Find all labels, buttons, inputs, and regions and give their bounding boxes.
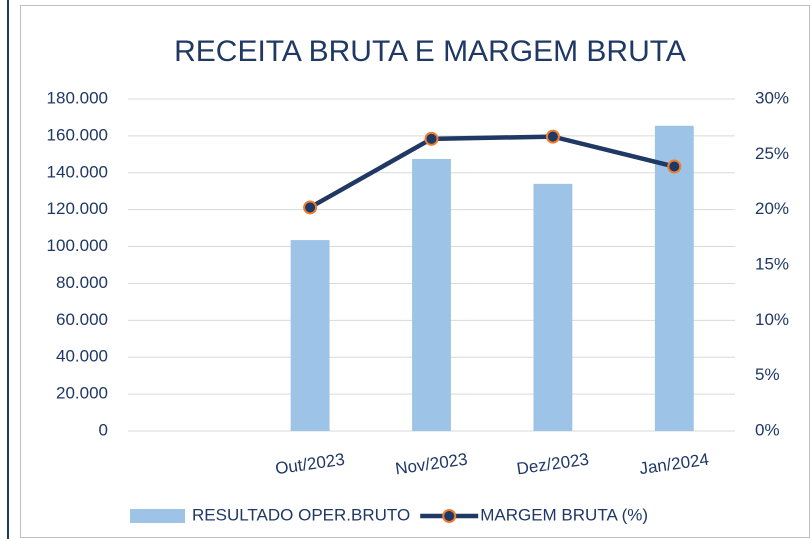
legend-label: RESULTADO OPER.BRUTO <box>192 505 410 524</box>
y-tick-label: 40.000 <box>56 347 108 366</box>
y2-tick-label: 15% <box>755 254 789 273</box>
bar <box>290 240 330 431</box>
y-tick-label: 120.000 <box>47 199 108 218</box>
y2-tick-label: 30% <box>755 88 789 107</box>
bar <box>654 125 694 431</box>
line <box>308 134 675 210</box>
line-marker <box>303 200 318 215</box>
line-marker <box>545 129 560 144</box>
bar <box>533 183 573 431</box>
y-tick-label: 60.000 <box>56 310 108 329</box>
y-tick-label: 140.000 <box>47 162 108 181</box>
y2-tick-label: 25% <box>755 144 789 163</box>
y-tick-label: 80.000 <box>56 273 108 292</box>
line-marker <box>667 159 682 174</box>
y2-tick-label: 20% <box>755 199 789 218</box>
y2-tick-label: 5% <box>755 365 780 384</box>
legend-swatch <box>130 509 185 523</box>
y2-tick-label: 0% <box>755 420 780 439</box>
y-tick-label: 0 <box>99 420 108 439</box>
y-tick-label: 20.000 <box>56 384 108 403</box>
y2-tick-label: 10% <box>755 310 789 329</box>
line-marker <box>424 131 439 146</box>
y-tick-label: 160.000 <box>47 125 108 144</box>
bar <box>412 158 451 431</box>
legend-label: MARGEM BRUTA (%) <box>480 505 648 524</box>
chart-title: RECEITA BRUTA E MARGEM BRUTA <box>174 35 686 68</box>
legend-marker <box>442 509 457 523</box>
y-tick-label: 180.000 <box>47 88 108 107</box>
y-tick-label: 100.000 <box>47 236 108 255</box>
